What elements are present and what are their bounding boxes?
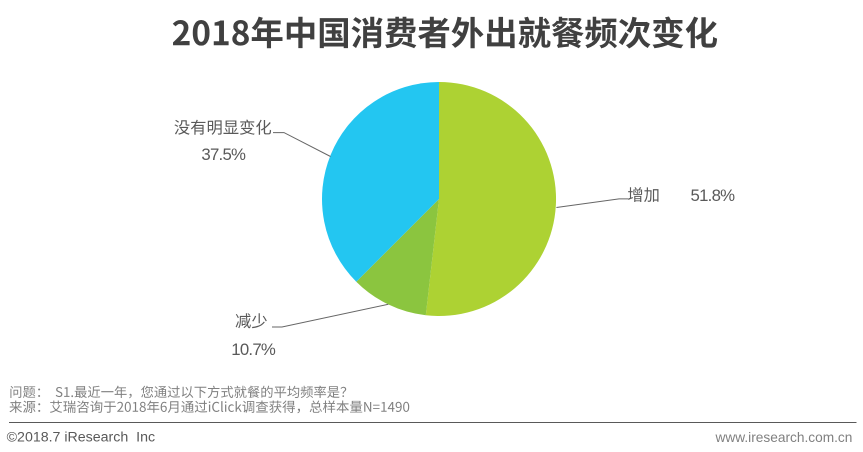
svg-text:10.7%: 10.7% <box>231 340 276 359</box>
svg-text:©2018.7 iResearch Inc: ©2018.7 iResearch Inc <box>7 430 155 446</box>
svg-text:51.8%: 51.8% <box>691 186 736 205</box>
svg-text:www.iresearch.com.cn: www.iresearch.com.cn <box>714 430 852 445</box>
svg-text:37.5%: 37.5% <box>201 145 246 164</box>
